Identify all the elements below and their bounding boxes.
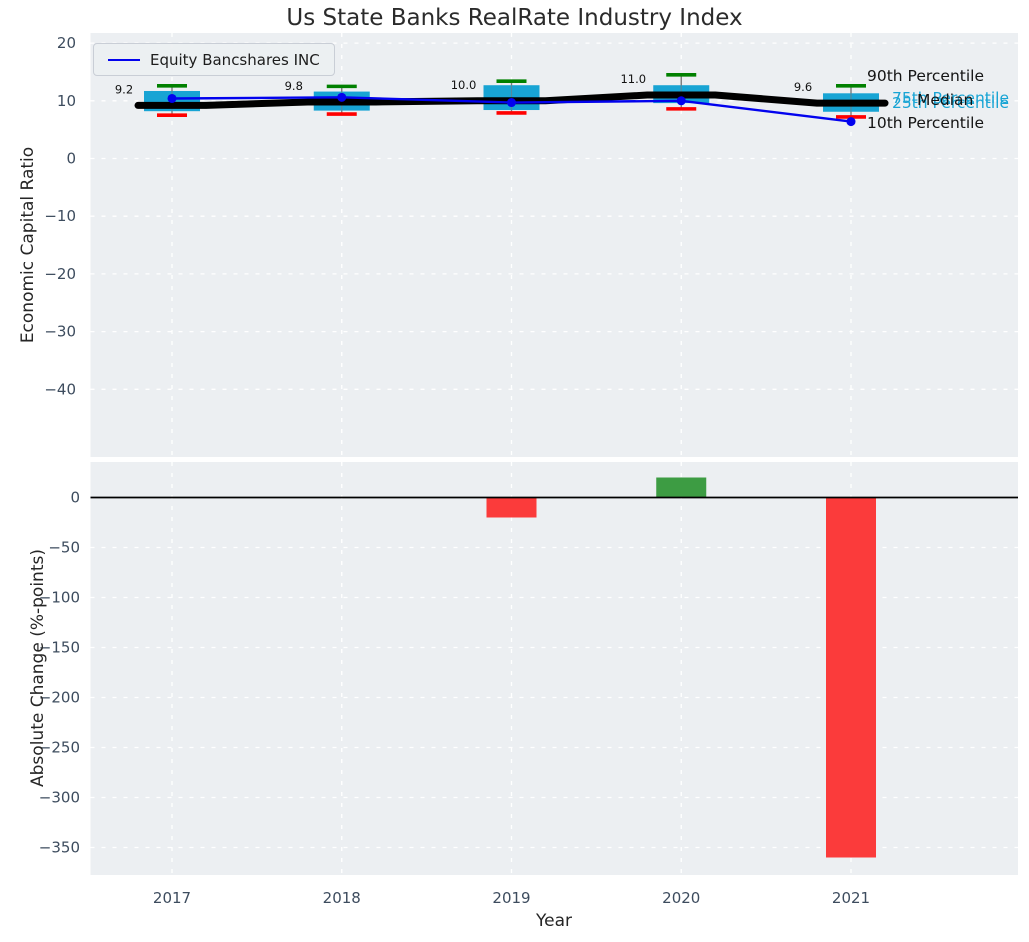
median-annotation-2020: 11.0 [620, 72, 646, 86]
median-annotation-2019: 10.0 [451, 78, 477, 92]
x-tick-label: 2017 [153, 889, 191, 907]
bottom-y-tick-label: −50 [48, 539, 80, 557]
x-axis-label: Year [536, 911, 572, 931]
median-annotation-2017: 9.2 [115, 82, 133, 96]
company-point-2020 [676, 96, 686, 106]
label-median: Median [917, 91, 974, 109]
bottom-y-tick-label: −200 [39, 689, 80, 707]
label-90th-percentile: 90th Percentile [867, 67, 985, 85]
top-y-tick-label: −20 [44, 265, 76, 283]
bottom-plot-area [90, 462, 1018, 875]
x-tick-label: 2018 [323, 889, 361, 907]
company-point-2021 [846, 117, 856, 127]
bottom-y-axis-label: Absolute Change (%-points) [28, 549, 48, 787]
top-y-tick-label: 0 [66, 150, 76, 168]
top-y-tick-label: 20 [57, 34, 76, 52]
label-25th-percentile: 25th Percentile [892, 93, 1010, 112]
company-point-2018 [337, 92, 347, 102]
label-10th-percentile: 10th Percentile [867, 114, 985, 132]
x-tick-label: 2019 [492, 889, 530, 907]
top-y-tick-label: 10 [57, 92, 76, 110]
bottom-y-tick-label: −250 [39, 739, 80, 757]
bottom-y-tick-label: −300 [39, 789, 80, 807]
company-point-2019 [507, 98, 516, 108]
median-annotation-2021: 9.6 [794, 80, 812, 94]
company-point-2017 [167, 93, 177, 103]
top-y-tick-label: −30 [44, 323, 76, 341]
median-annotation-2018: 9.8 [285, 79, 303, 93]
x-tick-label: 2020 [662, 889, 700, 907]
change-bar-2019 [486, 497, 537, 518]
bottom-y-tick-label: 0 [70, 489, 80, 507]
x-tick-label: 2021 [832, 889, 870, 907]
label-75th-percentile: 75th Percentile [892, 89, 1010, 107]
bottom-y-tick-label: −100 [39, 589, 80, 607]
change-bar-2020 [656, 477, 707, 498]
change-bar-2021 [826, 497, 876, 858]
legend: Equity Bancshares INC [93, 43, 335, 76]
legend-line-swatch [108, 58, 140, 61]
top-y-axis-label: Economic Capital Ratio [18, 146, 38, 344]
top-y-tick-label: −10 [44, 207, 76, 225]
bottom-y-tick-label: −150 [39, 639, 80, 657]
legend-label: Equity Bancshares INC [150, 50, 320, 69]
top-y-tick-label: −40 [44, 380, 76, 398]
bottom-y-tick-label: −350 [39, 839, 80, 857]
chart-title: Us State Banks RealRate Industry Index [286, 5, 743, 31]
